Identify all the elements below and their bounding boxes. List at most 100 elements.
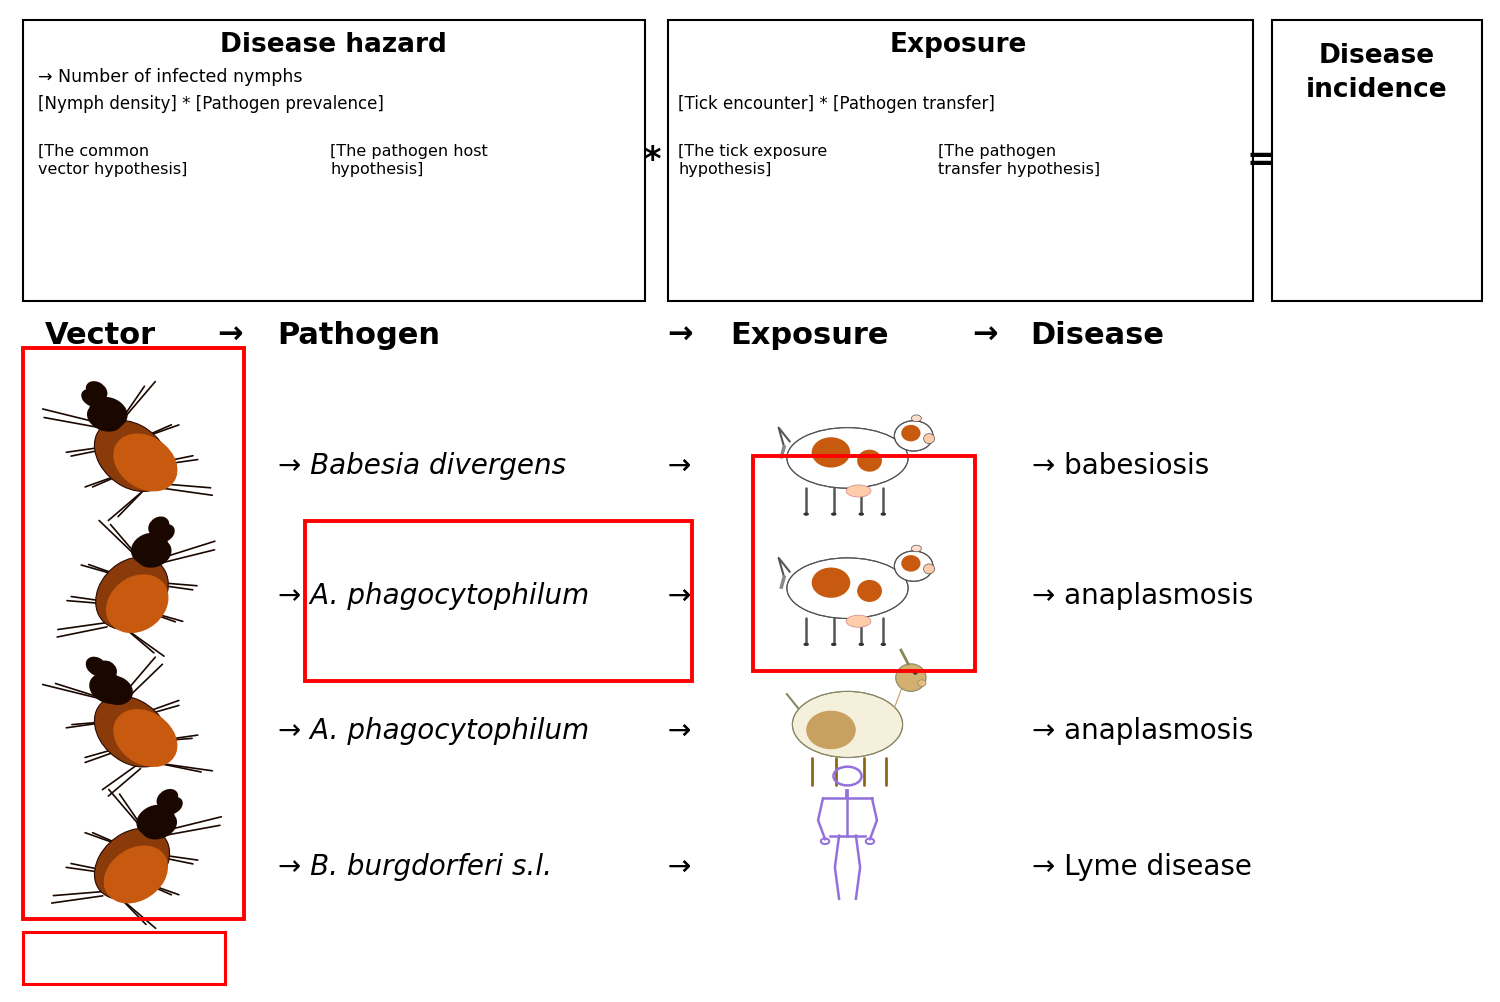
Text: →: →	[668, 717, 690, 745]
Bar	[304, 521, 692, 681]
Ellipse shape	[162, 797, 183, 815]
Ellipse shape	[99, 698, 165, 765]
Text: [Tick encounter] * [Pathogen transfer]: [Tick encounter] * [Pathogen transfer]	[678, 95, 994, 113]
Ellipse shape	[81, 389, 102, 407]
Ellipse shape	[792, 691, 903, 758]
Ellipse shape	[148, 516, 170, 536]
Ellipse shape	[136, 805, 176, 836]
Text: Vector: Vector	[45, 322, 156, 350]
Bar	[22, 932, 225, 984]
Ellipse shape	[130, 533, 168, 564]
Ellipse shape	[894, 421, 933, 451]
Ellipse shape	[94, 421, 170, 491]
Text: →: →	[972, 322, 998, 350]
Ellipse shape	[96, 832, 168, 896]
Ellipse shape	[902, 555, 921, 571]
Bar	[22, 348, 245, 919]
Ellipse shape	[804, 642, 808, 646]
Ellipse shape	[154, 524, 174, 542]
Text: →: →	[668, 452, 690, 480]
Ellipse shape	[106, 576, 165, 630]
Ellipse shape	[86, 656, 108, 676]
Ellipse shape	[831, 642, 837, 646]
Circle shape	[914, 671, 918, 674]
Ellipse shape	[831, 512, 837, 516]
Ellipse shape	[880, 512, 886, 516]
Text: Exposure: Exposure	[730, 322, 890, 350]
Ellipse shape	[104, 848, 165, 900]
Text: → anaplasmosis: → anaplasmosis	[1032, 582, 1254, 610]
Ellipse shape	[114, 709, 177, 767]
Ellipse shape	[98, 675, 134, 705]
Text: →: →	[217, 322, 243, 350]
Ellipse shape	[106, 574, 168, 633]
Ellipse shape	[114, 435, 176, 488]
Text: → Babesia divergens: → Babesia divergens	[278, 452, 566, 480]
Ellipse shape	[924, 564, 934, 574]
Text: Disease: Disease	[1030, 322, 1164, 350]
Text: → Lyme disease: → Lyme disease	[1032, 853, 1252, 881]
Ellipse shape	[136, 539, 171, 568]
Ellipse shape	[902, 425, 921, 441]
Text: →: →	[668, 582, 690, 610]
Ellipse shape	[87, 403, 123, 432]
Text: →: →	[668, 853, 690, 881]
Ellipse shape	[86, 381, 108, 401]
Ellipse shape	[918, 679, 926, 686]
Text: [Nymph density] * [Pathogen prevalence]: [Nymph density] * [Pathogen prevalence]	[38, 95, 384, 113]
Bar	[753, 456, 975, 671]
Ellipse shape	[846, 615, 871, 627]
Ellipse shape	[88, 397, 128, 428]
Text: → babesiosis: → babesiosis	[1032, 452, 1209, 480]
Ellipse shape	[88, 672, 128, 703]
Text: →: →	[668, 452, 690, 480]
Ellipse shape	[98, 560, 166, 626]
Bar	[668, 20, 1252, 301]
Ellipse shape	[812, 437, 850, 468]
Text: → anaplasmosis: → anaplasmosis	[1032, 717, 1254, 745]
Text: →: →	[668, 582, 690, 610]
Text: *: *	[644, 144, 662, 176]
Ellipse shape	[812, 567, 850, 598]
Text: Exposure: Exposure	[890, 32, 1028, 58]
Ellipse shape	[98, 660, 117, 679]
Ellipse shape	[880, 642, 886, 646]
Ellipse shape	[114, 711, 172, 766]
Ellipse shape	[104, 846, 168, 904]
Text: →: →	[668, 322, 693, 350]
Ellipse shape	[858, 642, 864, 646]
Ellipse shape	[114, 434, 177, 491]
Ellipse shape	[788, 558, 908, 618]
Text: → Number of infected nymphs: → Number of infected nymphs	[38, 68, 302, 86]
Ellipse shape	[856, 580, 882, 602]
Text: Disease hazard: Disease hazard	[219, 32, 447, 58]
Text: →: →	[668, 853, 690, 881]
Ellipse shape	[156, 789, 178, 809]
Text: Pathogen: Pathogen	[278, 322, 441, 350]
Ellipse shape	[924, 434, 934, 444]
Ellipse shape	[788, 428, 908, 488]
Ellipse shape	[912, 545, 921, 552]
Ellipse shape	[141, 811, 177, 840]
Ellipse shape	[806, 710, 856, 749]
Text: Disease
incidence: Disease incidence	[1306, 43, 1448, 103]
Ellipse shape	[94, 829, 170, 899]
Ellipse shape	[856, 450, 882, 472]
Text: → A. phagocytophilum: → A. phagocytophilum	[278, 582, 588, 610]
Text: [The pathogen
transfer hypothesis]: [The pathogen transfer hypothesis]	[938, 144, 1100, 176]
Text: [The pathogen host
hypothesis]: [The pathogen host hypothesis]	[330, 144, 488, 176]
Ellipse shape	[912, 415, 921, 422]
Ellipse shape	[896, 664, 926, 691]
Text: →: →	[668, 717, 690, 745]
Ellipse shape	[96, 557, 168, 629]
Text: Shared factor: Shared factor	[68, 949, 180, 967]
Bar	[1272, 20, 1482, 301]
Text: → B. burgdorferi s.l.: → B. burgdorferi s.l.	[278, 853, 552, 881]
Ellipse shape	[894, 551, 933, 581]
Ellipse shape	[858, 512, 864, 516]
Text: → A. phagocytophilum: → A. phagocytophilum	[278, 717, 588, 745]
Ellipse shape	[96, 424, 168, 488]
Text: [The common
vector hypothesis]: [The common vector hypothesis]	[38, 144, 188, 176]
Ellipse shape	[94, 696, 170, 767]
Text: [The tick exposure
hypothesis]: [The tick exposure hypothesis]	[678, 144, 828, 176]
